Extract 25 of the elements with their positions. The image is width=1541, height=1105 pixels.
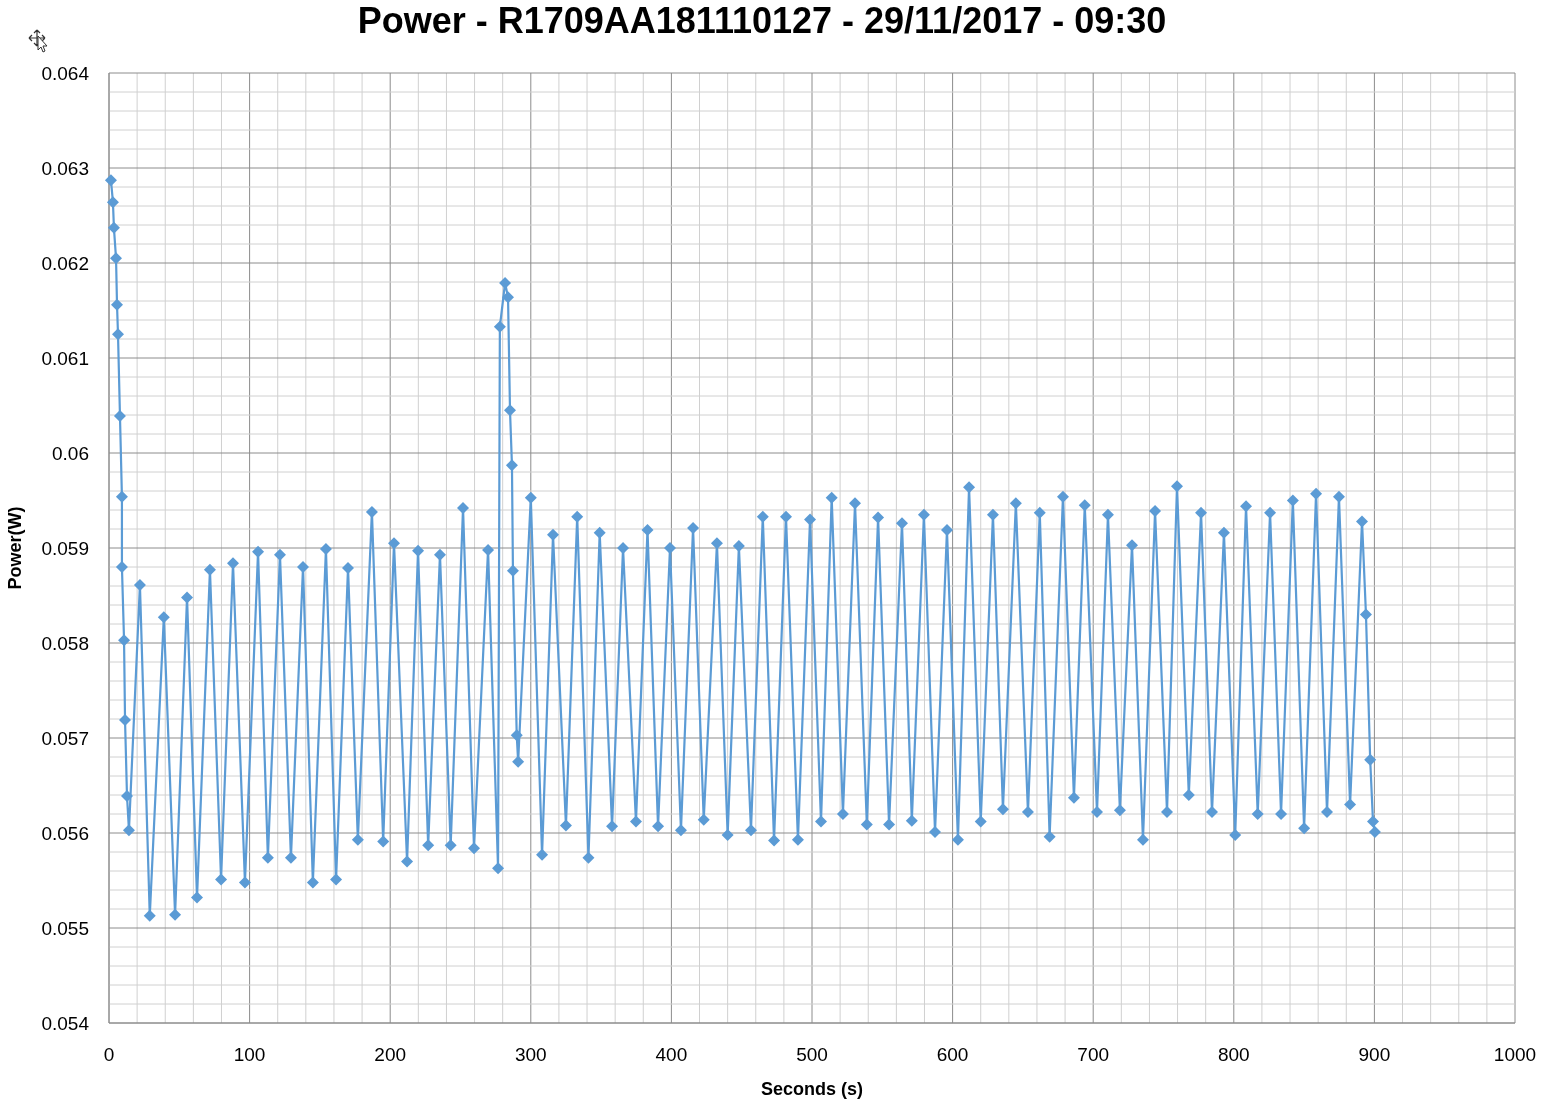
y-tick-label: 0.064 [41, 62, 90, 84]
x-tick-label: 300 [514, 1044, 547, 1065]
y-tick-label: 0.058 [41, 632, 89, 654]
y-tick-label: 0.061 [41, 347, 89, 369]
x-tick-label: 100 [233, 1044, 266, 1065]
x-tick-label: 200 [374, 1044, 407, 1065]
y-tick-label: 0.063 [41, 157, 89, 179]
x-tick-label: 600 [936, 1044, 969, 1065]
x-tick-label: 900 [1358, 1044, 1391, 1065]
y-tick-label: 0.055 [41, 917, 89, 939]
x-tick-label: 400 [655, 1044, 688, 1065]
y-tick-label: 0.054 [41, 1012, 90, 1034]
y-tick-label: 0.06 [52, 442, 89, 464]
x-axis-title: Seconds (s) [760, 1079, 864, 1099]
y-axis-title: Power(W) [5, 506, 25, 590]
x-tick-label: 500 [796, 1044, 828, 1065]
x-tick-label: 1000 [1493, 1044, 1537, 1065]
y-tick-label: 0.059 [41, 537, 89, 559]
x-tick-label: 700 [1077, 1044, 1110, 1065]
y-tick-label: 0.056 [41, 822, 89, 844]
y-tick-label: 0.057 [41, 727, 89, 749]
y-tick-label: 0.062 [41, 252, 89, 274]
chart-title: Power - R1709AA181110127 - 29/11/2017 - 09:30 [357, 0, 1167, 41]
x-tick-label: 800 [1217, 1044, 1250, 1065]
x-tick-label: 0 [103, 1044, 115, 1065]
